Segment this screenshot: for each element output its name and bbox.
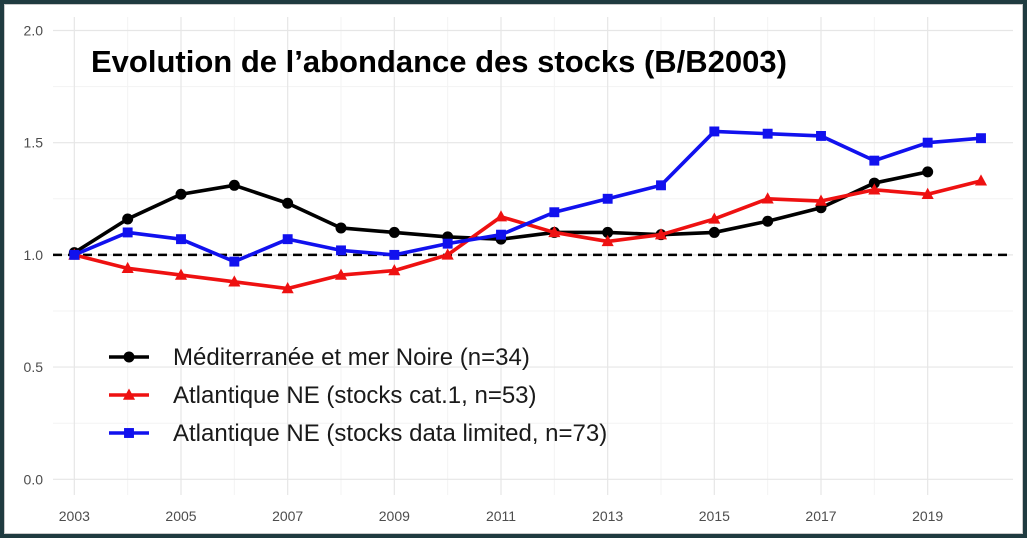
x-tick-label: 2015 xyxy=(699,508,730,524)
series-atlantique-ne-stocks-data-limited-n-73 xyxy=(69,126,986,267)
data-point xyxy=(708,212,721,224)
x-tick-label: 2005 xyxy=(165,508,196,524)
data-point xyxy=(388,264,401,276)
legend-item: Atlantique NE (stocks cat.1, n=53) xyxy=(109,382,537,409)
data-point xyxy=(814,194,828,206)
data-point xyxy=(334,268,348,280)
legend-swatch-marker xyxy=(122,388,136,400)
data-point xyxy=(442,238,453,249)
data-point xyxy=(69,249,80,260)
legend-label: Méditerranée et mer Noire (n=34) xyxy=(173,344,530,371)
data-point xyxy=(869,155,880,166)
data-point xyxy=(761,192,774,204)
data-point xyxy=(922,166,934,178)
data-point xyxy=(228,179,240,191)
data-point xyxy=(229,256,240,267)
data-point xyxy=(441,248,454,260)
legend: Méditerranée et mer Noire (n=34) Atlantiq… xyxy=(109,344,607,447)
data-point xyxy=(121,261,134,274)
legend-item: Méditerranée et mer Noire (n=34) xyxy=(109,344,530,371)
y-tick-label: 0.5 xyxy=(24,359,44,375)
data-point xyxy=(549,207,560,218)
legend-label: Atlantique NE (stocks data limited, n=73… xyxy=(173,420,607,447)
y-tick-label: 1.5 xyxy=(24,135,44,151)
data-point xyxy=(868,177,880,189)
data-point xyxy=(494,210,508,222)
x-tick-label: 2007 xyxy=(272,508,303,524)
data-point xyxy=(709,126,720,137)
x-tick-label: 2013 xyxy=(592,508,623,524)
data-point xyxy=(922,137,933,148)
data-point xyxy=(548,225,561,238)
series-group xyxy=(68,126,988,294)
x-tick-label: 2009 xyxy=(379,508,410,524)
y-tick-label: 1.0 xyxy=(24,247,44,263)
x-tick-label: 2017 xyxy=(805,508,836,524)
legend-item: Atlantique NE (stocks data limited, n=73… xyxy=(109,420,607,447)
data-point xyxy=(602,193,613,204)
data-point xyxy=(228,275,241,287)
data-point xyxy=(389,249,400,260)
legend-swatch-marker xyxy=(123,351,135,363)
line-chart: 0.0 0.5 1.0 1.5 2.0 2003 2005 2007 2009 2011 2013 2… xyxy=(24,17,1013,524)
data-point xyxy=(175,188,187,200)
data-point xyxy=(654,228,668,240)
data-point xyxy=(656,180,666,191)
data-point xyxy=(974,174,988,186)
data-point xyxy=(816,130,826,141)
data-point xyxy=(388,226,400,238)
data-point xyxy=(335,222,347,234)
data-point xyxy=(976,133,986,144)
data-point xyxy=(601,234,614,247)
data-point xyxy=(336,245,346,256)
data-point xyxy=(602,226,614,238)
data-point xyxy=(282,234,293,245)
data-point xyxy=(122,227,133,238)
data-point xyxy=(921,187,934,199)
x-tick-label: 2011 xyxy=(486,508,516,524)
data-point xyxy=(762,128,773,139)
data-point xyxy=(762,215,774,227)
y-tick-label: 0.0 xyxy=(24,471,44,487)
legend-label: Atlantique NE (stocks cat.1, n=53) xyxy=(173,382,537,409)
chart-title: Evolution de l’abondance des stocks (B/B… xyxy=(91,44,787,79)
data-point xyxy=(282,197,294,209)
data-point xyxy=(176,234,186,245)
x-tick-label: 2019 xyxy=(912,508,943,524)
data-point xyxy=(281,282,294,294)
data-point xyxy=(174,268,188,280)
data-point xyxy=(708,226,720,238)
chart-frame: 0.0 0.5 1.0 1.5 2.0 2003 2005 2007 2009 2011 2013 2… xyxy=(4,4,1023,534)
data-point xyxy=(868,183,881,195)
axis-labels: 0.0 0.5 1.0 1.5 2.0 2003 2005 2007 2009 2011 2013 2… xyxy=(24,22,944,524)
y-tick-label: 2.0 xyxy=(24,22,44,38)
data-point xyxy=(496,229,506,240)
data-point xyxy=(122,213,134,225)
legend-swatch-marker xyxy=(124,428,134,438)
series-line xyxy=(73,129,982,264)
x-tick-label: 2003 xyxy=(59,508,90,524)
